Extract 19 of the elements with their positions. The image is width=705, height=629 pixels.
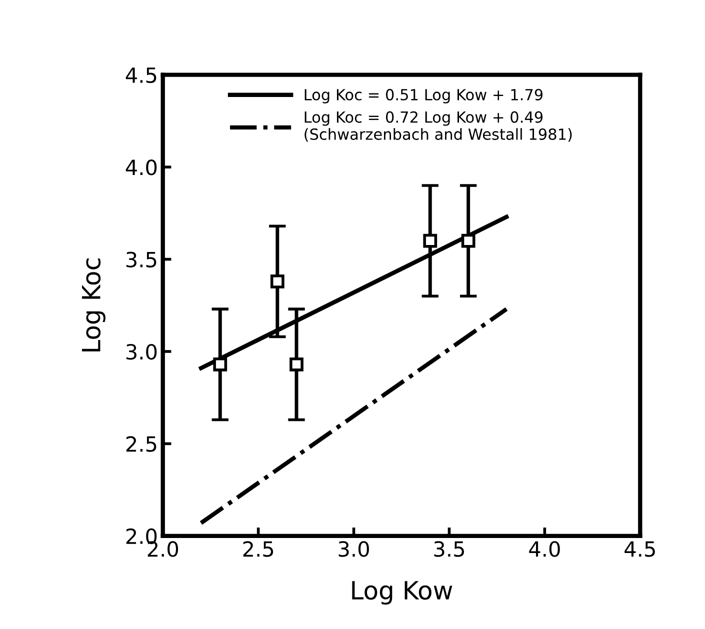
x-tick-label: 4.0 (529, 541, 560, 557)
point (213, 357, 228, 372)
x-tick-label: 3.5 (434, 541, 464, 557)
y-tick-label: 3.5 (126, 252, 156, 268)
point (290, 357, 304, 372)
point (423, 234, 438, 248)
x-axis-title: Log Kow (352, 581, 452, 605)
y-tick-label: 2.5 (126, 436, 156, 452)
x-tick-label: 3.0 (338, 541, 369, 557)
x-tick-label: 4.5 (624, 541, 655, 557)
y-tick-label: 3.0 (126, 344, 157, 360)
legend-label: Log Koc = 0.51 Log Kow + 1.79 (304, 88, 543, 104)
point (461, 234, 476, 248)
y-tick-label: 4.0 (126, 160, 157, 176)
legend-label: Log Koc = 0.72 Log Kow + 0.49 (Schwarzenbach and Westall 1981) (304, 111, 572, 142)
x-tick-label: 2.5 (243, 541, 274, 557)
y-axis-title: Log Koc (82, 258, 106, 352)
point (270, 274, 284, 288)
y-tick-label: 4.5 (126, 68, 156, 84)
